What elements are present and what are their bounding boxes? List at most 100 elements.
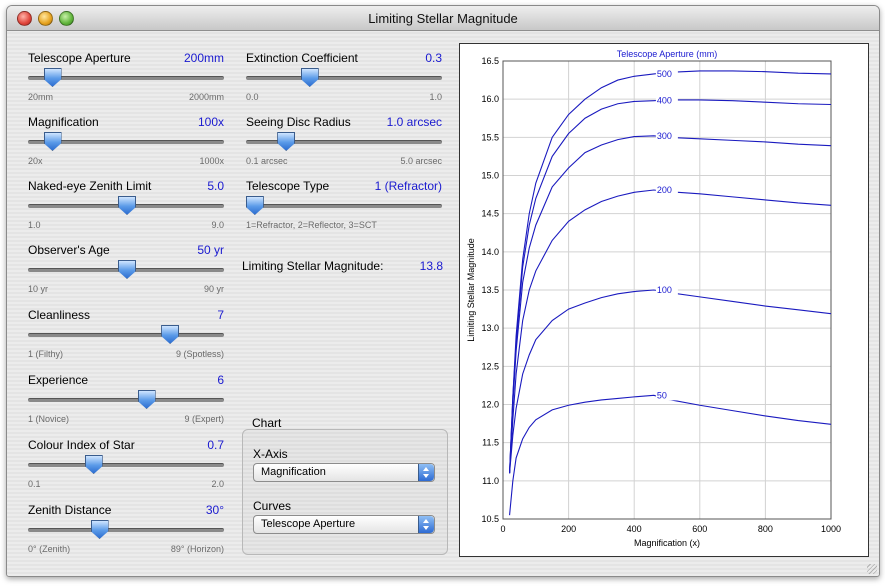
colour-index-of-star-slider-track[interactable]: [28, 463, 224, 467]
observers-age-min-label: 10 yr: [28, 284, 49, 294]
x-tick-label: 200: [561, 524, 576, 534]
naked-eye-zenith-limit-control: Naked-eye Zenith Limit 5.0 1.0 9.0: [28, 179, 224, 239]
magnification-slider-thumb[interactable]: [43, 132, 62, 151]
series-line-500: [509, 70, 832, 474]
title-bar: Limiting Stellar Magnitude: [7, 6, 879, 31]
extinction-coefficient-value: 0.3: [425, 51, 442, 65]
seeing-disc-radius-slider-track[interactable]: [246, 140, 442, 144]
y-tick-label: 11.5: [482, 438, 499, 448]
seeing-disc-radius-slider-thumb[interactable]: [277, 132, 296, 151]
observers-age-slider-thumb[interactable]: [118, 260, 136, 279]
x-axis-select-value: Magnification: [261, 466, 326, 478]
colour-index-of-star-max-label: 2.0: [211, 479, 224, 489]
telescope-aperture-slider-thumb[interactable]: [43, 68, 62, 87]
cleanliness-slider-track[interactable]: [28, 333, 224, 337]
legend-title: Telescope Aperture (mm): [617, 49, 718, 59]
zenith-distance-control: Zenith Distance 30° 0° (Zenith) 89° (Hor…: [28, 503, 224, 563]
extinction-coefficient-label: Extinction Coefficient: [246, 51, 358, 65]
x-tick-label: 1000: [821, 524, 841, 534]
zenith-distance-slider-track[interactable]: [28, 528, 224, 532]
chart-group-title: Chart: [252, 416, 282, 430]
naked-eye-zenith-limit-max-label: 9.0: [211, 220, 224, 230]
zenith-distance-slider-thumb[interactable]: [90, 520, 109, 539]
y-tick-label: 12.5: [481, 361, 499, 371]
naked-eye-zenith-limit-label: Naked-eye Zenith Limit: [28, 179, 152, 193]
naked-eye-zenith-limit-min-label: 1.0: [28, 220, 41, 230]
y-tick-label: 13.0: [481, 323, 499, 333]
chart-options-group: [242, 429, 448, 555]
y-tick-label: 11.0: [482, 476, 499, 486]
y-tick-label: 14.5: [481, 209, 499, 219]
x-axis-select-arrows-icon[interactable]: [418, 464, 434, 481]
magnification-slider-track[interactable]: [28, 140, 224, 144]
zoom-window-button[interactable]: [59, 11, 74, 26]
cleanliness-label: Cleanliness: [28, 308, 91, 322]
series-line-400: [509, 99, 832, 474]
series-line-100: [509, 289, 832, 474]
zenith-distance-label: Zenith Distance: [28, 503, 112, 517]
window-title: Limiting Stellar Magnitude: [368, 11, 518, 26]
zenith-distance-max-label: 89° (Horizon): [170, 544, 224, 554]
chart-panel: 0 200 400 600 800 1000 10.5 11.0 11.5 12.0 12.5 13.…: [459, 43, 869, 557]
experience-control: Experience 6 1 (Novice) 9 (Expert): [28, 373, 224, 433]
magnification-min-label: 20x: [28, 156, 43, 166]
limiting-magnitude-label: Limiting Stellar Magnitude:: [242, 259, 384, 273]
y-tick-label: 16.5: [481, 56, 499, 66]
magnification-label: Magnification: [28, 115, 99, 129]
series-label-bg: [655, 94, 678, 106]
resize-grip[interactable]: [867, 564, 877, 574]
extinction-coefficient-max-label: 1.0: [429, 92, 442, 102]
telescope-type-slider-thumb[interactable]: [245, 196, 264, 215]
app-window: Limiting Stellar Magnitude Telescope Ape…: [6, 5, 880, 577]
experience-slider-thumb[interactable]: [137, 390, 156, 409]
series-label-bg: [655, 67, 678, 79]
colour-index-of-star-min-label: 0.1: [28, 479, 41, 489]
series-label-400: 400: [657, 96, 672, 106]
curves-select-value: Telescope Aperture: [261, 518, 356, 530]
telescope-aperture-max-label: 2000mm: [188, 92, 224, 102]
telescope-aperture-slider-track[interactable]: [28, 76, 224, 80]
series-label-bg: [655, 184, 678, 196]
experience-slider-track[interactable]: [28, 398, 224, 402]
naked-eye-zenith-limit-slider-thumb[interactable]: [118, 196, 136, 215]
seeing-disc-radius-label: Seeing Disc Radius: [246, 115, 351, 129]
seeing-disc-radius-control: Seeing Disc Radius 1.0 arcsec 0.1 arcsec…: [246, 115, 442, 175]
x-axis-select[interactable]: Magnification: [253, 463, 435, 482]
telescope-aperture-value: 200mm: [183, 51, 224, 65]
extinction-coefficient-slider-thumb[interactable]: [300, 68, 319, 87]
zenith-distance-min-label: 0° (Zenith): [28, 544, 71, 554]
zenith-distance-value: 30°: [205, 503, 224, 517]
colour-index-of-star-slider-thumb[interactable]: [84, 455, 103, 474]
x-tick-label: 400: [627, 524, 642, 534]
telescope-aperture-min-label: 20mm: [28, 92, 54, 102]
observers-age-value: 50 yr: [197, 243, 224, 257]
curves-select[interactable]: Telescope Aperture: [253, 515, 435, 534]
telescope-type-legend-label: 1=Refractor, 2=Reflector, 3=SCT: [246, 220, 377, 230]
y-tick-label: 15.5: [481, 132, 499, 142]
experience-label: Experience: [28, 373, 89, 387]
magnification-value: 100x: [197, 115, 224, 129]
series-line-200: [509, 189, 832, 474]
y-axis-title: Limiting Stellar Magnitude: [466, 238, 476, 342]
extinction-coefficient-slider-track[interactable]: [246, 76, 442, 80]
telescope-type-slider-track[interactable]: [246, 204, 442, 208]
observers-age-max-label: 90 yr: [203, 284, 224, 294]
y-tick-label: 15.0: [481, 171, 499, 181]
colour-index-of-star-control: Colour Index of Star 0.7 0.1 2.0: [28, 438, 224, 498]
naked-eye-zenith-limit-value: 5.0: [207, 179, 224, 193]
experience-min-label: 1 (Novice): [28, 414, 70, 424]
cleanliness-max-label: 9 (Spotless): [175, 349, 224, 359]
close-window-button[interactable]: [17, 11, 32, 26]
x-axis-title: Magnification (x): [634, 538, 700, 548]
series-label-bg: [655, 389, 678, 401]
seeing-disc-radius-max-label: 5.0 arcsec: [400, 156, 442, 166]
cleanliness-min-label: 1 (Filthy): [28, 349, 64, 359]
colour-index-of-star-label: Colour Index of Star: [28, 438, 135, 452]
curves-select-arrows-icon[interactable]: [418, 516, 434, 533]
series-label-500: 500: [657, 69, 672, 79]
cleanliness-value: 7: [217, 308, 224, 322]
minimize-window-button[interactable]: [38, 11, 53, 26]
cleanliness-slider-thumb[interactable]: [161, 325, 180, 344]
x-tick-label: 600: [692, 524, 707, 534]
experience-max-label: 9 (Expert): [184, 414, 224, 424]
